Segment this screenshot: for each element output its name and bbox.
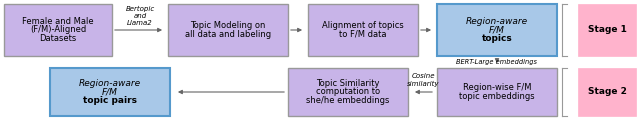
FancyBboxPatch shape [437,4,557,56]
Text: Region-aware: Region-aware [466,17,528,26]
FancyBboxPatch shape [50,68,170,116]
Text: topics: topics [482,34,513,43]
Text: Topic Similarity: Topic Similarity [316,79,380,88]
Text: Female and Male: Female and Male [22,17,94,26]
Text: BERT-Large embeddings: BERT-Large embeddings [456,59,538,65]
Text: Topic Modeling on: Topic Modeling on [190,21,266,30]
FancyBboxPatch shape [437,68,557,116]
FancyBboxPatch shape [168,4,288,56]
Text: F/M: F/M [102,87,118,97]
Text: to F/M data: to F/M data [339,30,387,39]
FancyBboxPatch shape [578,68,636,116]
Text: Region-wise F/M: Region-wise F/M [463,83,531,92]
Text: all data and labeling: all data and labeling [185,30,271,39]
Text: Datasets: Datasets [40,34,77,43]
Text: (F/M)-Aligned: (F/M)-Aligned [30,26,86,34]
FancyBboxPatch shape [4,4,112,56]
Text: topic embeddings: topic embeddings [459,92,535,101]
Text: Stage 1: Stage 1 [588,26,627,34]
Text: she/he embeddings: she/he embeddings [307,96,390,105]
Text: Bertopic
and
Llama2: Bertopic and Llama2 [125,6,155,26]
Text: Alignment of topics: Alignment of topics [322,21,404,30]
FancyBboxPatch shape [288,68,408,116]
Text: F/M: F/M [489,26,505,34]
Text: Stage 2: Stage 2 [588,87,627,97]
Text: computation to: computation to [316,87,380,97]
FancyBboxPatch shape [578,4,636,56]
Text: Region-aware: Region-aware [79,79,141,88]
Text: Cosine
similarity: Cosine similarity [407,73,439,87]
FancyBboxPatch shape [308,4,418,56]
Text: topic pairs: topic pairs [83,96,137,105]
